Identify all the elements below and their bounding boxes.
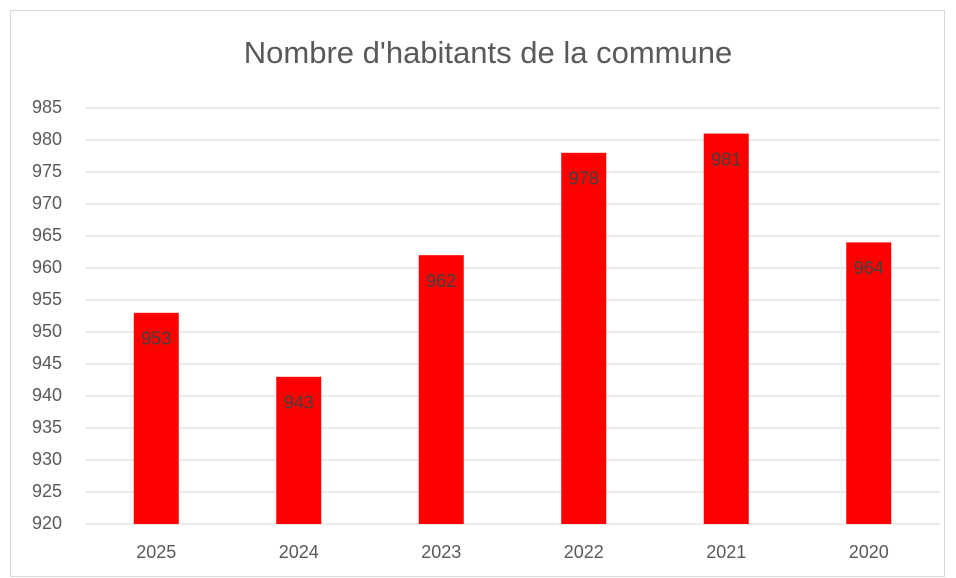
y-tick-label: 965 <box>32 225 62 245</box>
bar <box>703 133 749 524</box>
data-label: 962 <box>426 271 456 291</box>
x-tick-label: 2023 <box>421 542 461 562</box>
y-tick-label: 945 <box>32 353 62 373</box>
data-label: 978 <box>569 169 599 189</box>
y-tick-label: 980 <box>32 129 62 149</box>
data-label: 964 <box>854 258 884 278</box>
y-tick-label: 960 <box>32 257 62 277</box>
data-label: 943 <box>284 393 314 413</box>
bar <box>561 152 607 525</box>
y-tick-label: 930 <box>32 449 62 469</box>
chart-title: Nombre d'habitants de la commune <box>244 35 732 70</box>
x-tick-label: 2020 <box>849 542 889 562</box>
bar <box>276 376 322 524</box>
x-tick-label: 2021 <box>706 542 746 562</box>
y-tick-label: 925 <box>32 481 62 501</box>
y-tick-label: 975 <box>32 161 62 181</box>
y-tick-label: 970 <box>32 193 62 213</box>
x-tick-label: 2022 <box>564 542 604 562</box>
x-tick-label: 2024 <box>279 542 319 562</box>
x-tick-label: 2025 <box>136 542 176 562</box>
y-tick-label: 940 <box>32 385 62 405</box>
data-label: 981 <box>711 149 741 169</box>
y-tick-label: 950 <box>32 321 62 341</box>
bar <box>846 242 892 524</box>
y-tick-label: 985 <box>32 97 62 117</box>
bar <box>418 255 464 524</box>
y-tick-label: 935 <box>32 417 62 437</box>
data-label: 953 <box>141 329 171 349</box>
bar <box>133 312 179 524</box>
y-tick-label: 955 <box>32 289 62 309</box>
y-tick-label: 920 <box>32 513 62 533</box>
